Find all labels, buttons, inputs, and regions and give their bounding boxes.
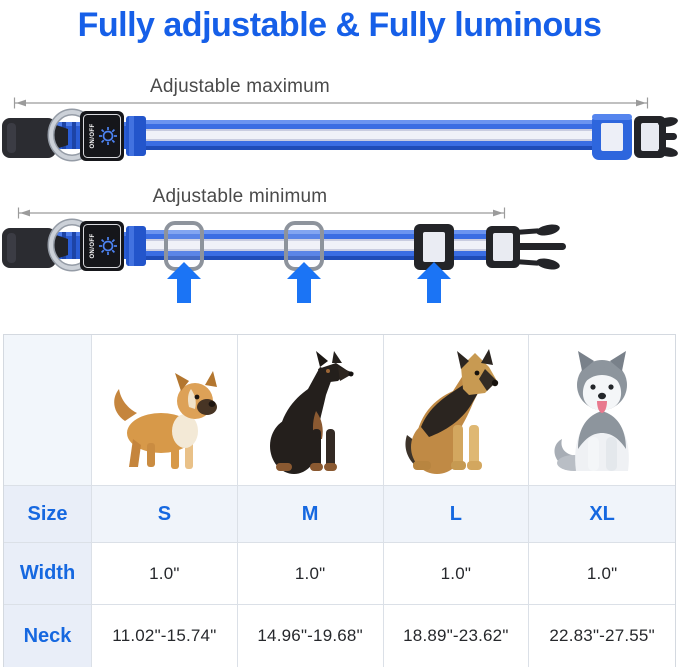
sun-icon [99, 127, 117, 145]
table-corner-cell [4, 335, 92, 486]
dog-cell-m [237, 335, 384, 486]
up-arrow-icon [287, 262, 321, 303]
tri-glide-slider-icon [592, 114, 632, 160]
neck-value-m: 14.96"-19.68" [237, 605, 384, 667]
on-off-label: ON/OFF [90, 123, 96, 148]
neck-row-label: Neck [4, 605, 92, 667]
neck-value-l: 18.89"-23.62" [383, 605, 530, 667]
led-strip [136, 230, 492, 260]
dog-cell-s [92, 335, 238, 486]
on-off-switch: ON/OFF [80, 221, 124, 271]
up-arrow-icon [167, 262, 201, 303]
black-slider-icon [414, 224, 454, 270]
dog-cell-l [383, 335, 530, 486]
neck-value-s: 11.02"-15.74" [92, 605, 238, 667]
keeper-loop [126, 116, 146, 156]
side-release-buckle-icon [2, 118, 68, 158]
adjustment-arrows [167, 262, 451, 303]
dog-cell-xl [529, 335, 675, 486]
right-arrowhead-icon [493, 209, 503, 217]
husky-image [554, 351, 629, 471]
size-row-label: Size [4, 486, 92, 543]
size-col-m: M [237, 486, 384, 543]
width-value-l: 1.0" [383, 543, 530, 605]
on-off-label: ON/OFF [90, 233, 96, 258]
maximum-measure-label: Adjustable maximum [150, 76, 330, 97]
size-chart-table: Size S M L XL Width 1.0" 1.0" 1.0" 1.0" … [3, 334, 676, 667]
left-arrowhead-icon [16, 99, 26, 107]
width-row-label: Width [4, 543, 92, 605]
right-arrowhead-icon [636, 99, 646, 107]
size-col-s: S [92, 486, 238, 543]
led-strip [136, 120, 612, 150]
small-tan-dog-image [114, 371, 218, 469]
width-value-m: 1.0" [237, 543, 384, 605]
male-buckle-icon [486, 224, 566, 270]
width-value-xl: 1.0" [529, 543, 675, 605]
doberman-image [270, 351, 355, 474]
on-off-switch: ON/OFF [80, 111, 124, 161]
german-shepherd-image [405, 349, 499, 474]
keeper-loop [126, 226, 146, 266]
neck-value-xl: 22.83"-27.55" [529, 605, 675, 667]
width-value-s: 1.0" [92, 543, 238, 605]
size-col-xl: XL [529, 486, 675, 543]
collar-illustration-minimum: ON/OFF [2, 218, 566, 272]
left-arrowhead-icon [20, 209, 30, 217]
page-title: Fully adjustable & Fully luminous [77, 6, 602, 44]
collar-illustration-maximum: ON/OFF [2, 108, 678, 162]
male-buckle-icon [634, 116, 678, 158]
up-arrow-icon [417, 262, 451, 303]
maximum-measure-line [13, 97, 649, 109]
size-col-l: L [383, 486, 530, 543]
minimum-measure-label: Adjustable minimum [152, 186, 328, 207]
minimum-measure-line [17, 207, 506, 219]
sun-icon [99, 237, 117, 255]
